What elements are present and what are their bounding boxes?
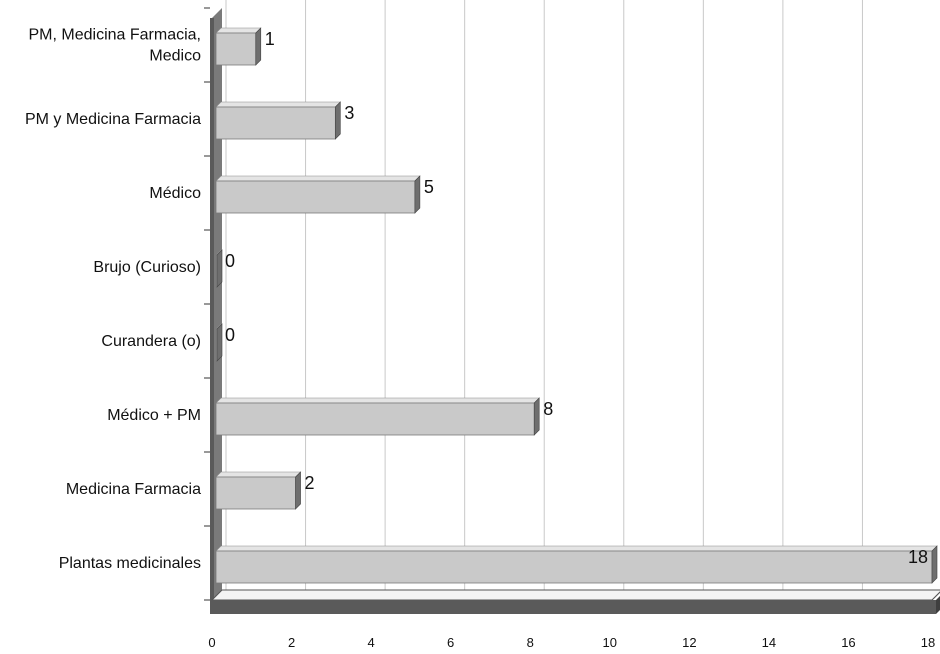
x-tick-label: 16 bbox=[841, 635, 855, 650]
category-label-line: Médico + PM bbox=[107, 407, 201, 424]
category-label: Curandera (o) bbox=[101, 333, 201, 350]
bar-value-label: 2 bbox=[305, 473, 315, 493]
bar-side bbox=[335, 101, 341, 140]
category-label-line: Brujo (Curioso) bbox=[93, 259, 201, 276]
bar bbox=[215, 402, 535, 436]
bar-top bbox=[215, 101, 342, 108]
category-label: Brujo (Curioso) bbox=[93, 259, 201, 276]
bar-side bbox=[533, 397, 540, 436]
x-tick-label: 10 bbox=[603, 635, 617, 650]
bar-value-label: 0 bbox=[225, 251, 235, 271]
category-label-line: PM, Medicina Farmacia, bbox=[29, 27, 202, 44]
category-label-line: Plantas medicinales bbox=[59, 555, 201, 572]
category-label: PM, Medicina Farmacia, Medico bbox=[29, 27, 202, 65]
bar-top bbox=[215, 175, 421, 182]
bar-side bbox=[931, 545, 938, 584]
category-label: Medicina Farmacia bbox=[66, 481, 201, 498]
bar bbox=[215, 180, 416, 214]
bar-top bbox=[215, 27, 262, 34]
bar bbox=[215, 550, 933, 584]
x-tick-label: 12 bbox=[682, 635, 696, 650]
bar-value-label: 0 bbox=[225, 325, 235, 345]
axes bbox=[204, 7, 940, 614]
category-label: Plantas medicinales bbox=[59, 555, 201, 572]
category-label: PM y Medicina Farmacia bbox=[25, 111, 201, 128]
x-tick-label: 14 bbox=[762, 635, 776, 650]
gridlines bbox=[215, 0, 940, 601]
bar-top bbox=[215, 397, 540, 404]
category-label-line: Curandera (o) bbox=[101, 333, 201, 350]
bar-value-label: 18 bbox=[908, 547, 928, 567]
bar-value-label: 3 bbox=[344, 103, 354, 123]
labels: 1 PM, Medicina Farmacia, Medico 3 PM y Medic… bbox=[25, 27, 935, 651]
x-axis-base-side bbox=[936, 596, 940, 614]
bar-side bbox=[295, 471, 301, 510]
category-label: Médico + PM bbox=[107, 407, 201, 424]
bar-value-label: 8 bbox=[543, 399, 553, 419]
bar-side bbox=[255, 27, 262, 66]
bar-side bbox=[216, 323, 223, 362]
category-label-line: PM y Medicina Farmacia bbox=[25, 111, 201, 128]
bar-side bbox=[414, 175, 421, 214]
x-tick-label: 18 bbox=[921, 635, 935, 650]
floor bbox=[210, 589, 940, 601]
category-label-line: Médico bbox=[149, 185, 201, 202]
bar-side bbox=[216, 249, 223, 288]
bars bbox=[215, 27, 938, 584]
category-label-line: Medicina Farmacia bbox=[66, 481, 201, 498]
y-axis-line bbox=[210, 18, 214, 600]
x-tick-label: 0 bbox=[208, 635, 215, 650]
left-wall bbox=[212, 8, 222, 600]
x-tick-label: 8 bbox=[527, 635, 534, 650]
bar-value-label: 1 bbox=[265, 29, 275, 49]
x-tick-label: 6 bbox=[447, 635, 454, 650]
bar bbox=[215, 476, 296, 510]
x-tick-label: 2 bbox=[288, 635, 295, 650]
bar-top bbox=[215, 471, 302, 478]
bar-value-label: 5 bbox=[424, 177, 434, 197]
category-label-line: Medico bbox=[149, 48, 201, 65]
category-label: Médico bbox=[149, 185, 201, 202]
x-axis-base bbox=[210, 600, 936, 614]
x-tick-label: 4 bbox=[367, 635, 374, 650]
bar bbox=[215, 32, 257, 66]
bar-top bbox=[215, 545, 938, 552]
bar bbox=[215, 106, 336, 140]
